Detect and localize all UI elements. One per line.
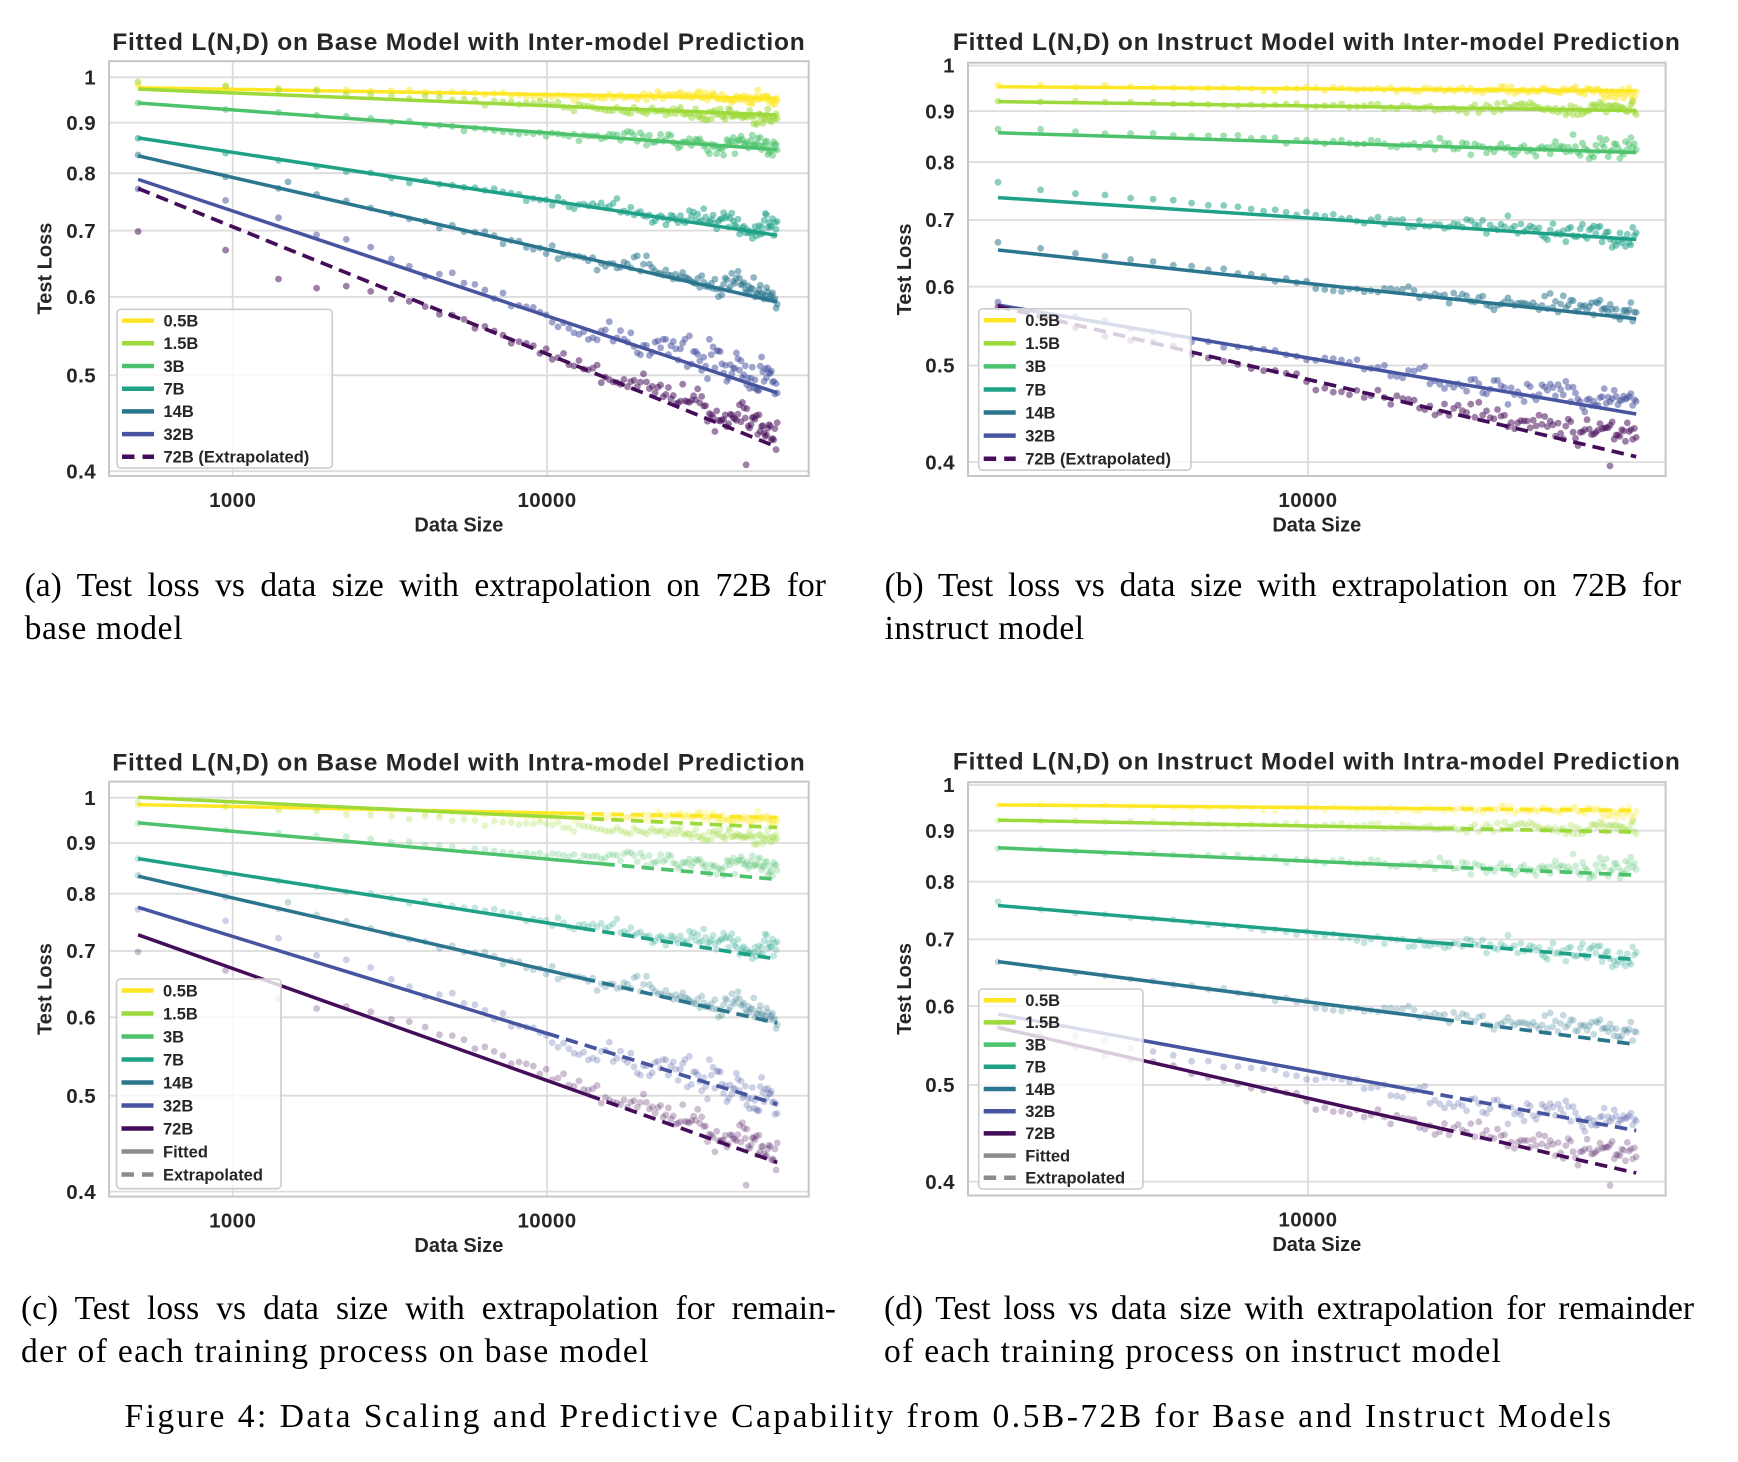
svg-text:1.5B: 1.5B bbox=[1025, 1014, 1060, 1032]
svg-text:0.6: 0.6 bbox=[66, 286, 96, 309]
svg-text:Data Size: Data Size bbox=[1272, 1234, 1361, 1256]
svg-text:Data Size: Data Size bbox=[414, 515, 503, 537]
svg-text:0.7: 0.7 bbox=[925, 209, 955, 232]
svg-text:0.5: 0.5 bbox=[66, 1085, 96, 1108]
svg-text:Test Loss: Test Loss bbox=[894, 223, 916, 315]
svg-text:3B: 3B bbox=[164, 358, 185, 376]
svg-text:0.4: 0.4 bbox=[66, 460, 96, 483]
svg-text:32B: 32B bbox=[164, 426, 194, 444]
svg-text:Fitted L(N,D) on Instruct Mode: Fitted L(N,D) on Instruct Model with Int… bbox=[953, 29, 1681, 56]
svg-text:1: 1 bbox=[943, 55, 955, 78]
svg-text:0.7: 0.7 bbox=[66, 940, 96, 963]
svg-text:Extrapolated: Extrapolated bbox=[1025, 1170, 1125, 1188]
svg-text:Data Size: Data Size bbox=[414, 1235, 503, 1257]
svg-text:0.5: 0.5 bbox=[925, 1074, 955, 1097]
svg-text:1.5B: 1.5B bbox=[164, 335, 199, 353]
svg-text:72B (Extrapolated): 72B (Extrapolated) bbox=[164, 449, 310, 467]
svg-text:7B: 7B bbox=[1025, 381, 1046, 399]
svg-text:7B: 7B bbox=[163, 1051, 184, 1069]
svg-text:10000: 10000 bbox=[1278, 489, 1337, 512]
svg-text:32B: 32B bbox=[1025, 427, 1055, 445]
svg-text:Fitted: Fitted bbox=[1025, 1147, 1070, 1165]
svg-text:0.9: 0.9 bbox=[925, 100, 955, 123]
svg-text:0.9: 0.9 bbox=[66, 832, 96, 855]
svg-text:0.6: 0.6 bbox=[925, 995, 955, 1018]
svg-text:72B: 72B bbox=[1025, 1125, 1055, 1143]
svg-text:10000: 10000 bbox=[1278, 1209, 1337, 1232]
svg-text:Test Loss: Test Loss bbox=[894, 943, 916, 1035]
svg-text:Test Loss: Test Loss bbox=[34, 943, 56, 1035]
svg-text:0.5B: 0.5B bbox=[163, 982, 198, 1000]
svg-text:7B: 7B bbox=[1025, 1059, 1046, 1077]
svg-text:0.7: 0.7 bbox=[66, 220, 96, 243]
svg-text:10000: 10000 bbox=[517, 489, 576, 512]
svg-text:32B: 32B bbox=[1025, 1103, 1055, 1121]
svg-text:1: 1 bbox=[84, 787, 96, 810]
svg-text:1.5B: 1.5B bbox=[163, 1005, 198, 1023]
svg-text:0.5: 0.5 bbox=[66, 365, 96, 388]
svg-text:3B: 3B bbox=[1025, 1036, 1046, 1054]
svg-text:14B: 14B bbox=[163, 1074, 193, 1092]
svg-text:Fitted L(N,D) on Base Model wi: Fitted L(N,D) on Base Model with Intra-m… bbox=[112, 749, 805, 776]
svg-text:3B: 3B bbox=[1025, 358, 1046, 376]
svg-text:1: 1 bbox=[84, 67, 96, 90]
svg-text:14B: 14B bbox=[164, 403, 194, 421]
svg-text:0.4: 0.4 bbox=[925, 1171, 955, 1194]
svg-text:Extrapolated: Extrapolated bbox=[163, 1166, 263, 1184]
svg-text:Fitted L(N,D) on Base Model wi: Fitted L(N,D) on Base Model with Inter-m… bbox=[112, 29, 805, 56]
svg-text:Fitted L(N,D) on Instruct Mode: Fitted L(N,D) on Instruct Model with Int… bbox=[953, 749, 1681, 776]
svg-text:0.5: 0.5 bbox=[925, 355, 955, 378]
svg-text:7B: 7B bbox=[164, 381, 185, 399]
svg-text:1.5B: 1.5B bbox=[1025, 335, 1060, 353]
svg-text:0.6: 0.6 bbox=[925, 276, 955, 299]
svg-text:3B: 3B bbox=[163, 1028, 184, 1046]
svg-text:Data Size: Data Size bbox=[1272, 515, 1361, 537]
svg-text:0.8: 0.8 bbox=[66, 162, 96, 185]
svg-text:0.4: 0.4 bbox=[925, 451, 955, 474]
svg-text:0.5B: 0.5B bbox=[1025, 992, 1060, 1010]
svg-text:10000: 10000 bbox=[517, 1209, 576, 1232]
svg-text:72B: 72B bbox=[163, 1120, 193, 1138]
svg-text:14B: 14B bbox=[1025, 1081, 1055, 1099]
svg-text:Fitted: Fitted bbox=[163, 1143, 208, 1161]
svg-text:0.8: 0.8 bbox=[925, 151, 955, 174]
svg-text:0.9: 0.9 bbox=[66, 112, 96, 135]
svg-text:0.5B: 0.5B bbox=[1025, 312, 1060, 330]
svg-text:1000: 1000 bbox=[209, 1209, 256, 1232]
svg-text:14B: 14B bbox=[1025, 404, 1055, 422]
svg-text:72B (Extrapolated): 72B (Extrapolated) bbox=[1025, 451, 1171, 469]
svg-text:0.7: 0.7 bbox=[925, 929, 955, 952]
svg-text:0.4: 0.4 bbox=[66, 1181, 96, 1204]
svg-text:Test Loss: Test Loss bbox=[34, 223, 56, 315]
svg-text:0.8: 0.8 bbox=[66, 883, 96, 906]
svg-text:1: 1 bbox=[943, 774, 955, 797]
svg-text:32B: 32B bbox=[163, 1097, 193, 1115]
svg-text:0.8: 0.8 bbox=[925, 871, 955, 894]
svg-text:0.9: 0.9 bbox=[925, 820, 955, 843]
svg-text:1000: 1000 bbox=[209, 489, 256, 512]
svg-text:0.6: 0.6 bbox=[66, 1007, 96, 1030]
svg-text:0.5B: 0.5B bbox=[164, 312, 199, 330]
